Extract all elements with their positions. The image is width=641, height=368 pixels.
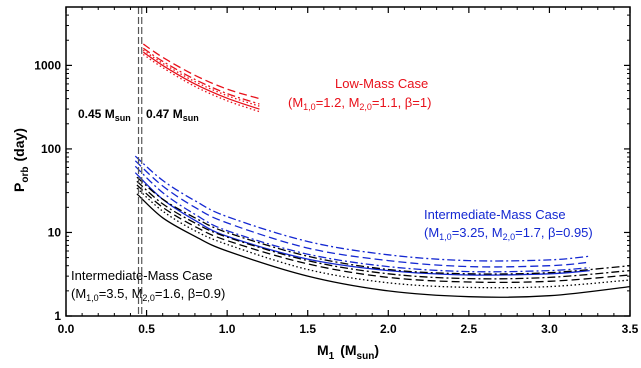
- y-tick-label-2: 100: [41, 142, 61, 156]
- y-tick-label-3: 1000: [34, 58, 61, 72]
- x-axis-label-main: M: [317, 342, 329, 358]
- annotation-black-params: (M1,0=3.5, M2,0=1.6, β=0.9): [71, 286, 225, 303]
- series-line-0-0: [142, 43, 260, 100]
- y-tick-label-0: 1: [54, 309, 61, 323]
- x-tick-label-5: 2.5: [461, 322, 478, 336]
- series-line-2-0: [136, 176, 631, 275]
- y-axis-label-main: P: [11, 183, 27, 192]
- series-line-2-2: [136, 184, 631, 284]
- y-axis-label-sub: orb: [20, 167, 31, 183]
- x-tick-label-0: 0.0: [58, 322, 75, 336]
- series-line-1-0: [134, 155, 590, 262]
- y-axis-label-unit: (day): [11, 128, 27, 161]
- series-line-2-4: [136, 193, 631, 298]
- x-axis-label-unit-sub: sun: [357, 351, 375, 362]
- x-axis-label-sub: 1: [329, 351, 335, 362]
- series-line-0-1: [142, 47, 260, 105]
- series-line-0-4: [142, 53, 260, 113]
- x-tick-label-1: 0.5: [138, 322, 155, 336]
- x-axis-label-unit: (M: [340, 342, 356, 358]
- tick-layer: 0.0 0.5 1.0 1.5 2.0 2.5 3.0 3.5 1 10 100 1000: [34, 6, 639, 336]
- plot-lines: [134, 43, 631, 298]
- y-tick-label-1: 10: [48, 225, 62, 239]
- annotation-blue-title: Intermediate-Mass Case: [424, 207, 566, 222]
- x-axis-label-unit-close: ): [374, 342, 379, 358]
- series-line-0-2: [142, 49, 260, 107]
- annotation-low-mass-params: (M1,0=1.2, M2,0=1.1, β=1): [288, 95, 431, 112]
- vline-label-0: 0.45 Msun: [78, 107, 131, 123]
- series-line-1-1: [134, 160, 590, 268]
- annotation-low-mass-title: Low-Mass Case: [335, 76, 428, 91]
- x-tick-label-3: 1.5: [299, 322, 316, 336]
- x-axis-label: M1 (Msun): [317, 342, 379, 362]
- x-tick-label-4: 2.0: [380, 322, 397, 336]
- annotation-black-title: Intermediate-Mass Case: [71, 268, 213, 283]
- annotation-blue-params: (M1,0=3.25, M2,0=1.7, β=0.95): [424, 225, 593, 242]
- x-tick-label-2: 1.0: [219, 322, 236, 336]
- series-line-2-3: [136, 187, 631, 289]
- x-tick-label-7: 3.5: [622, 322, 639, 336]
- series-line-0-3: [142, 51, 260, 110]
- series-line-1-3: [134, 172, 590, 276]
- series-line-1-2: [134, 165, 590, 273]
- vline-label-1: 0.47 Msun: [146, 107, 199, 123]
- series-line-2-1: [136, 180, 631, 280]
- x-tick-label-6: 3.0: [541, 322, 558, 336]
- y-axis-label: Porb (day): [11, 128, 31, 192]
- vline-layer: [137, 7, 143, 316]
